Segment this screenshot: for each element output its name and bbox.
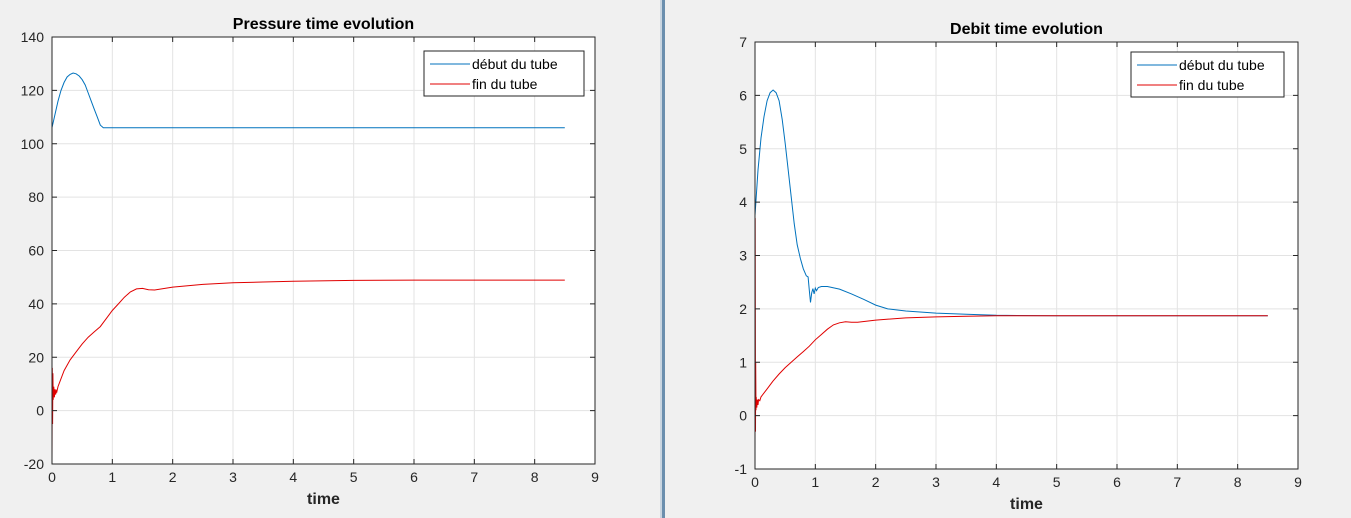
series-line-1 bbox=[51, 279, 565, 462]
y-tick-label: 3 bbox=[739, 248, 747, 264]
x-tick-label: 1 bbox=[108, 469, 116, 485]
y-tick-label: 5 bbox=[739, 141, 747, 157]
x-tick-label: 0 bbox=[751, 474, 759, 490]
chart-title: Debit time evolution bbox=[950, 21, 1103, 38]
x-tick-label: 0 bbox=[48, 469, 56, 485]
legend-label-0: début du tube bbox=[472, 56, 558, 72]
x-tick-label: 8 bbox=[1234, 474, 1242, 490]
debit-figure-panel: 0 1 2 3 4 5 6 7 8 9 -1 0 1 2 3 4 5 6 7 Debit time evolution… bbox=[665, 0, 1351, 518]
y-tick-label: 100 bbox=[21, 136, 45, 152]
figure-divider-highlight bbox=[660, 0, 662, 518]
x-tick-label: 4 bbox=[992, 474, 1000, 490]
y-tick-label: 7 bbox=[739, 34, 747, 50]
y-tick-label: -1 bbox=[735, 461, 748, 477]
x-tick-label: 3 bbox=[932, 474, 940, 490]
y-tick-label: 40 bbox=[28, 296, 44, 312]
x-tick-label: 9 bbox=[1294, 474, 1302, 490]
x-tick-label: 6 bbox=[1113, 474, 1121, 490]
x-axis-label: time bbox=[307, 491, 340, 508]
x-tick-label: 5 bbox=[350, 469, 358, 485]
x-tick-label: 3 bbox=[229, 469, 237, 485]
x-axis-label: time bbox=[1010, 496, 1043, 513]
x-tick-label: 7 bbox=[1173, 474, 1181, 490]
y-tick-label: 20 bbox=[28, 349, 44, 365]
chart-title: Pressure time evolution bbox=[233, 16, 414, 33]
y-tick-label: 80 bbox=[28, 189, 44, 205]
x-tick-label: 9 bbox=[591, 469, 599, 485]
x-tick-label: 2 bbox=[169, 469, 177, 485]
x-tick-label: 2 bbox=[872, 474, 880, 490]
pressure-figure-panel: 0 1 2 3 4 5 6 7 8 9 -20 0 20 40 60 80 100 120 140 Pressure … bbox=[0, 0, 660, 518]
y-tick-label: 60 bbox=[28, 243, 44, 259]
y-tick-label: 6 bbox=[739, 87, 747, 103]
series-line-0 bbox=[51, 72, 565, 129]
x-tick-label: 4 bbox=[289, 469, 297, 485]
y-tick-label: 0 bbox=[739, 408, 747, 424]
legend-label-1: fin du tube bbox=[472, 76, 538, 92]
legend-label-0: début du tube bbox=[1179, 57, 1265, 73]
series-line-1 bbox=[754, 218, 1268, 462]
x-tick-label: 1 bbox=[811, 474, 819, 490]
y-tick-label: 0 bbox=[36, 403, 44, 419]
y-tick-label: 1 bbox=[739, 354, 747, 370]
pressure-chart: 0 1 2 3 4 5 6 7 8 9-20020406080100120140Pressure … bbox=[21, 16, 599, 508]
y-tick-label: 120 bbox=[21, 82, 45, 98]
y-tick-label: 4 bbox=[739, 194, 747, 210]
figure-divider[interactable] bbox=[660, 0, 665, 518]
legend-box bbox=[1130, 51, 1285, 98]
y-tick-label: 2 bbox=[739, 301, 747, 317]
y-tick-label: 140 bbox=[21, 29, 45, 45]
series-line-0 bbox=[754, 89, 1268, 317]
legend-label-1: fin du tube bbox=[1179, 77, 1245, 93]
legend-box bbox=[423, 50, 585, 97]
x-tick-label: 7 bbox=[470, 469, 478, 485]
x-tick-label: 6 bbox=[410, 469, 418, 485]
y-tick-label: -20 bbox=[24, 456, 44, 472]
x-tick-label: 8 bbox=[531, 469, 539, 485]
x-tick-label: 5 bbox=[1053, 474, 1061, 490]
